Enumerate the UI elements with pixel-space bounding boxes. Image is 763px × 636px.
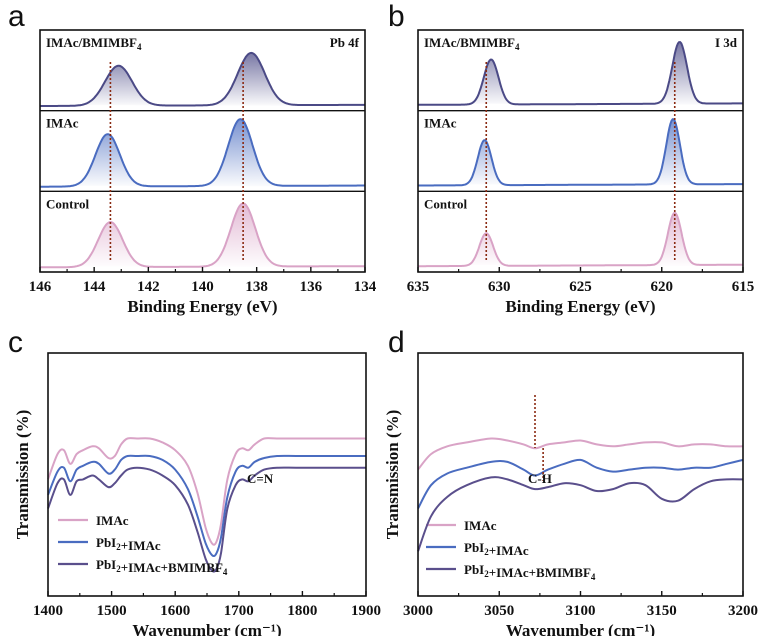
x-tick-label: 136 [300,279,323,295]
x-tick-label: 138 [245,279,268,295]
chart-panel-c: IMAc PbI2+IMAc PbI2+IMAc+BMIMBF4 C=N Transmi… [13,352,381,636]
series-fill [40,203,365,268]
chart-panel-d: IMAc PbI2+IMAc PbI2+IMAc+BMIMBF4 C-H Transmi… [383,352,758,636]
series-label: IMAc [46,116,79,131]
series-label: Control [46,196,89,211]
x-tick-label: 3100 [566,603,596,619]
x-tick-label: 1900 [351,603,381,619]
x-tick-label: 3050 [484,603,514,619]
series-line [40,202,365,269]
series-fill [418,212,743,267]
legend-label: IMAc [464,518,497,533]
peak-annotation: C-H [528,471,552,486]
x-tick-label: 1400 [33,603,63,619]
x-tick-label: 625 [569,279,592,295]
series-label: IMAc/BMIMBF4 [424,35,520,52]
x-tick-label: 140 [191,279,214,295]
x-tick-label: 615 [732,279,755,295]
series-line [47,466,366,573]
series-line [47,454,366,558]
x-axis-title: Wavenumber (cm⁻¹) [506,621,655,636]
x-tick-label: 142 [137,279,160,295]
panel-label-c: c [8,326,23,359]
series-line [40,118,365,188]
x-axis-title: Wavenumber (cm⁻¹) [132,621,281,636]
x-tick-label: 635 [407,279,430,295]
plot-frame [417,352,744,597]
y-axis-title: Transmission (%) [13,410,32,540]
x-tick-label: 3200 [728,603,758,619]
legend-label: PbI2+IMAc [96,535,161,553]
legend-label: PbI2+IMAc+BMIMBF4 [464,562,596,582]
corner-label: I 3d [715,35,738,50]
x-tick-label: 3150 [647,603,677,619]
legend-label: IMAc [96,513,129,528]
x-axis-title: Binding Energy (eV) [505,297,655,316]
x-tick-label: 620 [651,279,674,295]
plot-frame [417,29,744,273]
series-line [417,458,744,509]
legend-label: PbI2+IMAc [464,540,529,558]
x-tick-label: 134 [354,279,377,295]
x-tick-label: 1600 [160,603,190,619]
series-label: Control [424,196,467,211]
x-tick-label: 144 [83,279,106,295]
series-label: IMAc/BMIMBF4 [46,35,142,52]
y-axis-title: Transmission (%) [383,410,402,540]
series-label: IMAc [424,116,457,131]
series-line [418,118,743,187]
series-line [417,41,743,106]
plot-frame [39,29,366,273]
chart-panel-a: IMAc/BMIMBF4 IMAc Control Pb 4f 146 144 142 140… [29,29,377,316]
x-tick-label: 3000 [403,603,433,619]
x-tick-label: 630 [488,279,511,295]
panel-label-d: d [388,326,405,359]
series-fill [40,119,365,187]
x-tick-label: 1800 [287,603,317,619]
corner-label: Pb 4f [330,35,360,50]
chart-panel-b: IMAc/BMIMBF4 IMAc Control I 3d 635 630 625 620 6… [407,29,755,316]
panel-label-a: a [8,0,25,33]
series-fill [40,52,365,106]
series-line [40,51,365,107]
legend-label: PbI2+IMAc+BMIMBF4 [96,557,228,577]
series-fill [418,42,743,105]
x-tick-label: 1700 [224,603,254,619]
series-fill [418,119,743,186]
peak-annotation: C=N [247,471,274,486]
series-line [417,476,744,552]
x-tick-label: 1500 [97,603,127,619]
x-tick-label: 146 [29,279,52,295]
series-line [47,437,366,546]
series-line [417,437,744,471]
x-axis-title: Binding Energy (eV) [127,297,277,316]
series-line [418,211,743,268]
panel-label-b: b [388,0,405,33]
